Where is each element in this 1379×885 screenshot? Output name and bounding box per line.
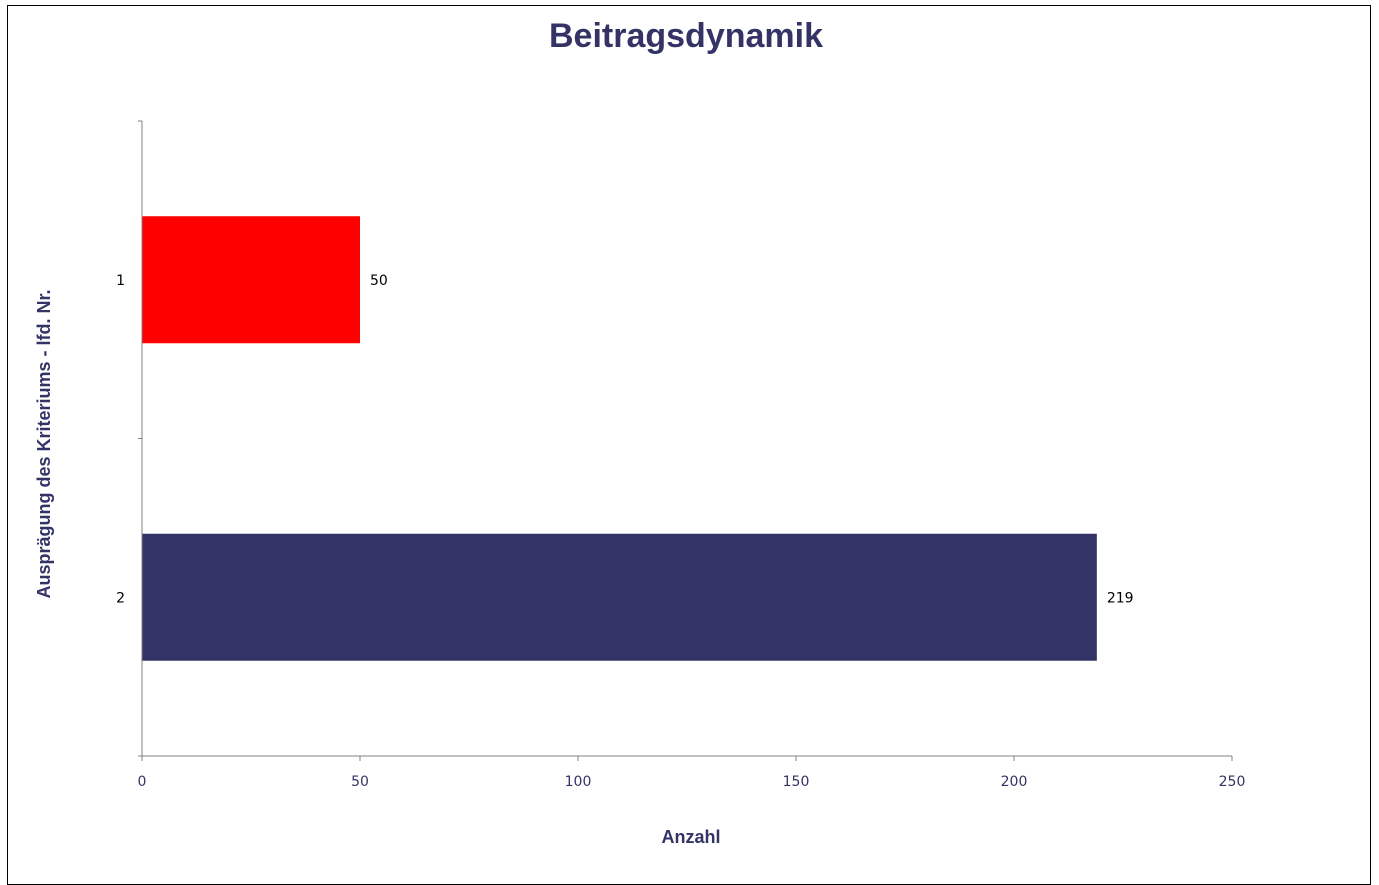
- bar-1: [142, 216, 360, 344]
- x-axis-title: Anzahl: [661, 827, 720, 847]
- y-tick-label-2: 2: [116, 590, 125, 606]
- bars-layer: [142, 216, 1097, 661]
- x-tick-label-100: 100: [565, 774, 592, 790]
- y-axis-title: Ausprägung des Kriteriums - lfd. Nr.: [34, 289, 54, 598]
- bar-2: [142, 533, 1097, 661]
- x-tick-label-250: 250: [1219, 774, 1246, 790]
- chart-frame: [7, 5, 1371, 885]
- data-label-1: 50: [370, 273, 388, 289]
- x-tick-label-200: 200: [1001, 774, 1028, 790]
- x-tick-label-0: 0: [138, 774, 147, 790]
- x-tick-label-150: 150: [783, 774, 810, 790]
- x-tick-label-50: 50: [351, 774, 369, 790]
- chart-title: Beitragsdynamik: [549, 17, 823, 55]
- axes-layer: [138, 120, 1233, 761]
- data-label-2: 219: [1107, 590, 1134, 606]
- y-tick-label-1: 1: [116, 273, 125, 289]
- labels-layer: 50 1 219 2 0 50 100 150 200 250: [116, 273, 1245, 790]
